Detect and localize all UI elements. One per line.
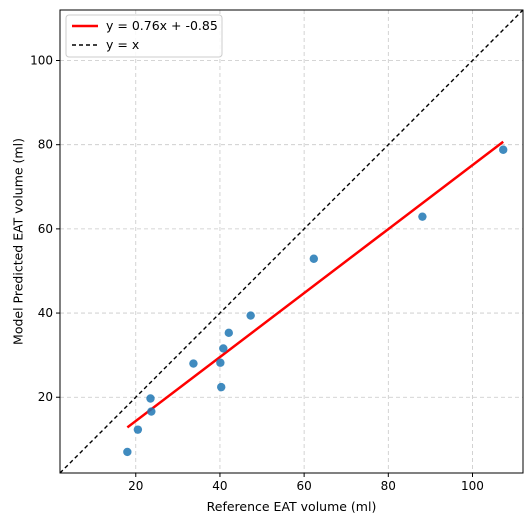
data-point <box>216 358 225 367</box>
data-point <box>418 212 427 221</box>
grid <box>60 10 523 473</box>
y-tick-label: 60 <box>38 222 53 236</box>
data-point <box>499 145 508 154</box>
data-point <box>146 394 155 403</box>
data-point <box>189 359 198 368</box>
plot-frame <box>59 9 524 474</box>
data-point <box>309 254 319 263</box>
axis-ticks: 20 40 60 80 100 20 40 60 80 100 <box>30 54 484 493</box>
x-tick-label: 20 <box>128 479 143 493</box>
x-tick-label: 40 <box>212 479 227 493</box>
x-tick-label: 100 <box>461 479 484 493</box>
data-point <box>219 344 228 353</box>
fit-line <box>126 140 504 429</box>
data-point <box>217 382 226 392</box>
data-point <box>147 407 156 416</box>
legend-box <box>65 14 223 58</box>
data-point <box>133 425 143 434</box>
x-tick-label: 80 <box>381 479 396 493</box>
y-tick-label: 80 <box>38 138 53 152</box>
legend-fit-label: y = 0.76x + -0.85 <box>106 18 218 33</box>
data-points <box>123 145 508 457</box>
data-point <box>246 311 255 320</box>
x-tick-label: 60 <box>296 479 311 493</box>
legend-identity-label: y = x <box>106 37 139 52</box>
data-point <box>224 328 233 338</box>
x-axis-label: Reference EAT volume (ml) <box>207 499 377 514</box>
y-tick-label: 100 <box>30 54 53 68</box>
legend: y = 0.76x + -0.85 y = x <box>65 14 223 58</box>
y-axis-label: Model Predicted EAT volume (ml) <box>10 138 25 345</box>
y-tick-label: 20 <box>38 390 53 404</box>
data-point <box>123 447 132 457</box>
y-tick-label: 40 <box>38 306 53 320</box>
reference-lines <box>59 9 524 474</box>
